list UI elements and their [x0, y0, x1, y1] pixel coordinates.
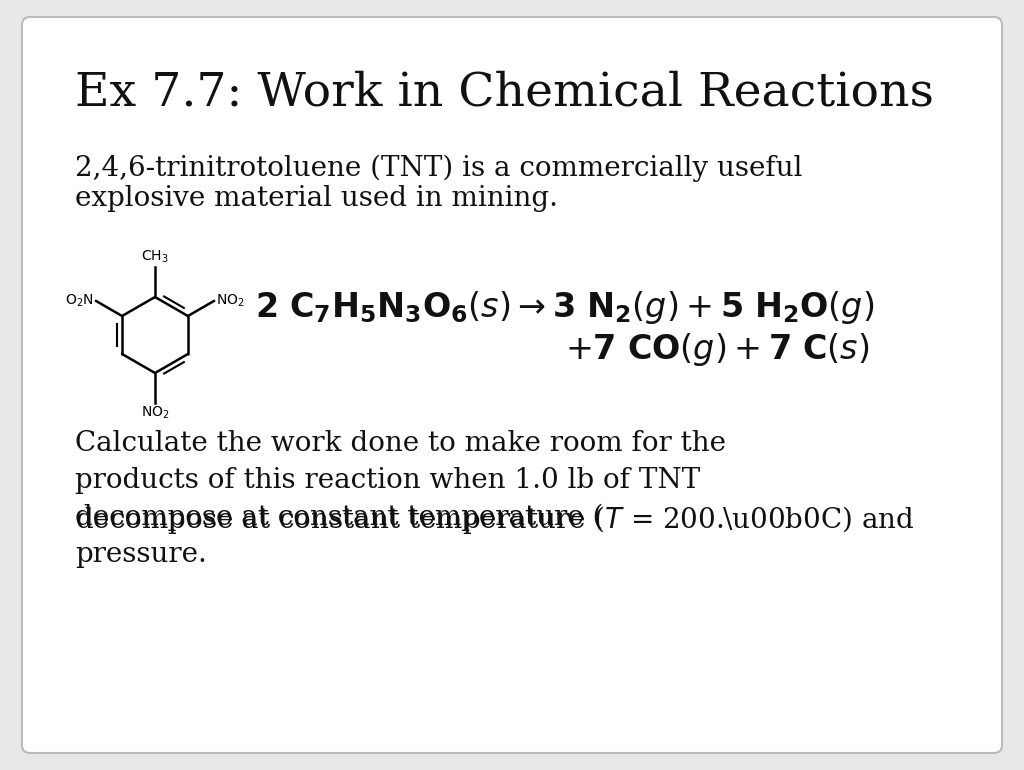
Text: CH$_3$: CH$_3$ [141, 249, 169, 265]
Text: explosive material used in mining.: explosive material used in mining. [75, 185, 558, 212]
Text: decompose at constant temperature ($T$ = 200.\u00b0C) and: decompose at constant temperature ($T$ =… [75, 504, 914, 536]
Text: decompose at constant temperature (: decompose at constant temperature ( [75, 504, 603, 531]
Text: Ex 7.7: Work in Chemical Reactions: Ex 7.7: Work in Chemical Reactions [75, 70, 934, 116]
Text: $\mathbf{2}\ \mathbf{C_7H_5N_3O_6}(\mathit{s}) \rightarrow \mathbf{3}\ \mathbf{N: $\mathbf{2}\ \mathbf{C_7H_5N_3O_6}(\math… [255, 290, 874, 326]
FancyBboxPatch shape [22, 17, 1002, 753]
Text: pressure.: pressure. [75, 541, 207, 568]
Text: $+ \mathbf{7}\ \mathbf{CO}(\mathit{g}) + \mathbf{7}\ \mathbf{C}(\mathit{s})$: $+ \mathbf{7}\ \mathbf{CO}(\mathit{g}) +… [565, 332, 869, 369]
Text: NO$_2$: NO$_2$ [216, 293, 245, 310]
Text: Calculate the work done to make room for the: Calculate the work done to make room for… [75, 430, 726, 457]
Text: products of this reaction when 1.0 lb of TNT: products of this reaction when 1.0 lb of… [75, 467, 700, 494]
Text: NO$_2$: NO$_2$ [140, 405, 169, 421]
Text: O$_2$N: O$_2$N [66, 293, 94, 310]
Text: 2,4,6-trinitrotoluene (TNT) is a commercially useful: 2,4,6-trinitrotoluene (TNT) is a commerc… [75, 155, 803, 182]
